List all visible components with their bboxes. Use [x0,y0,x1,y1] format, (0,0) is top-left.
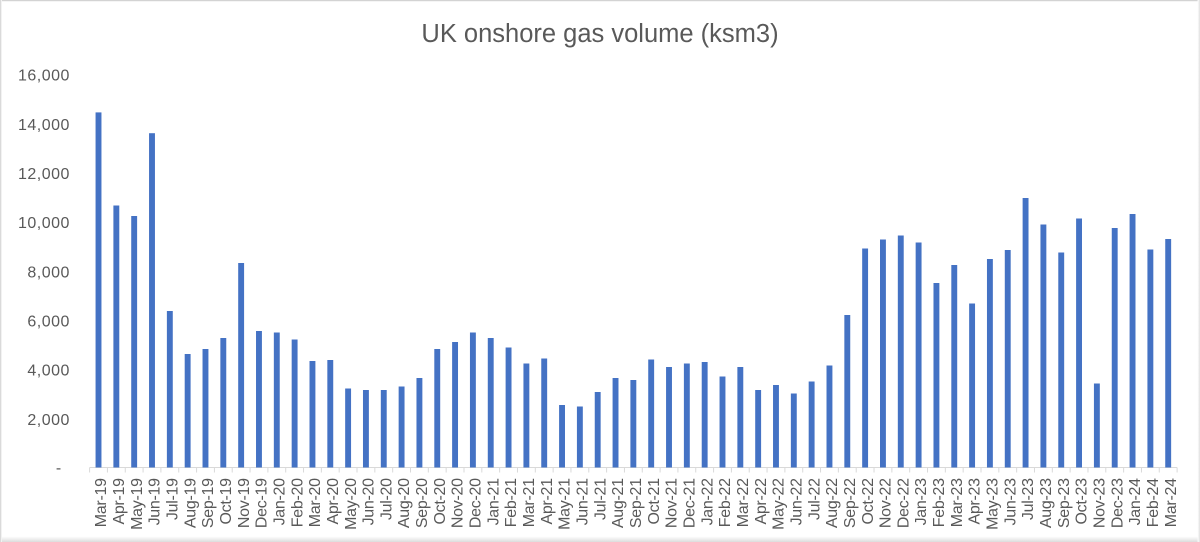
svg-text:Jan-22: Jan-22 [699,478,716,526]
svg-text:Sep-22: Sep-22 [842,478,859,528]
svg-text:Feb-23: Feb-23 [931,478,948,527]
svg-text:Feb-20: Feb-20 [289,478,306,527]
svg-text:Feb-22: Feb-22 [717,478,734,527]
svg-text:May-19: May-19 [129,478,146,530]
svg-text:Jun-21: Jun-21 [575,478,592,526]
svg-text:Oct-20: Oct-20 [432,478,449,525]
svg-text:Apr-20: Apr-20 [325,478,342,525]
svg-text:Apr-23: Apr-23 [967,478,984,525]
svg-text:Jul-21: Jul-21 [592,478,609,520]
svg-text:May-21: May-21 [557,478,574,530]
svg-text:Jan-20: Jan-20 [271,478,288,526]
svg-text:Feb-24: Feb-24 [1145,478,1162,527]
svg-text:Jul-20: Jul-20 [378,478,395,520]
svg-text:-: - [56,460,62,477]
svg-text:Apr-22: Apr-22 [753,478,770,525]
svg-text:Aug-23: Aug-23 [1038,478,1055,528]
svg-text:Nov-23: Nov-23 [1092,478,1109,528]
svg-text:Oct-23: Oct-23 [1074,478,1091,525]
svg-text:Apr-19: Apr-19 [111,478,128,525]
svg-text:Sep-20: Sep-20 [414,478,431,528]
svg-text:Oct-19: Oct-19 [218,478,235,525]
svg-text:Nov-19: Nov-19 [236,478,253,528]
svg-text:Jan-23: Jan-23 [913,478,930,526]
svg-text:Oct-22: Oct-22 [860,478,877,525]
svg-text:Aug-22: Aug-22 [824,478,841,528]
svg-text:Dec-19: Dec-19 [254,478,271,528]
svg-text:Oct-21: Oct-21 [646,478,663,525]
svg-text:Aug-21: Aug-21 [610,478,627,528]
svg-text:Mar-23: Mar-23 [949,478,966,527]
svg-text:Dec-22: Dec-22 [895,478,912,528]
svg-text:Sep-21: Sep-21 [628,478,645,528]
svg-text:4,000: 4,000 [27,363,70,380]
svg-text:Apr-21: Apr-21 [539,478,556,525]
svg-text:Mar-19: Mar-19 [93,478,110,527]
svg-text:8,000: 8,000 [27,264,70,281]
svg-text:Jun-19: Jun-19 [147,478,164,526]
svg-text:10,000: 10,000 [18,215,70,232]
svg-text:Nov-20: Nov-20 [450,478,467,528]
svg-text:Mar-21: Mar-21 [521,478,538,527]
svg-text:UK onshore gas volume (ksm3): UK onshore gas volume (ksm3) [421,20,778,48]
svg-text:Dec-23: Dec-23 [1109,478,1126,528]
svg-text:Jun-22: Jun-22 [788,478,805,526]
svg-text:Dec-21: Dec-21 [681,478,698,528]
svg-text:Mar-22: Mar-22 [735,478,752,527]
svg-text:2,000: 2,000 [27,412,70,429]
svg-text:Nov-22: Nov-22 [878,478,895,528]
svg-text:Sep-23: Sep-23 [1056,478,1073,528]
svg-text:6,000: 6,000 [27,314,70,331]
svg-text:May-20: May-20 [343,478,360,530]
svg-text:Aug-20: Aug-20 [396,478,413,528]
svg-text:May-23: May-23 [985,478,1002,530]
svg-text:Sep-19: Sep-19 [200,478,217,528]
svg-text:14,000: 14,000 [18,117,70,134]
svg-text:Aug-19: Aug-19 [182,478,199,528]
svg-text:Jan-24: Jan-24 [1127,478,1144,526]
svg-text:Jun-20: Jun-20 [361,478,378,526]
svg-text:Dec-20: Dec-20 [468,478,485,528]
svg-text:Jul-23: Jul-23 [1020,478,1037,520]
svg-text:Jan-21: Jan-21 [485,478,502,526]
svg-text:16,000: 16,000 [18,68,70,85]
svg-text:Feb-21: Feb-21 [503,478,520,527]
svg-text:Jul-19: Jul-19 [164,478,181,520]
svg-text:12,000: 12,000 [18,166,70,183]
svg-text:Nov-21: Nov-21 [664,478,681,528]
svg-text:Jun-23: Jun-23 [1002,478,1019,526]
svg-text:Jul-22: Jul-22 [806,478,823,520]
svg-text:May-22: May-22 [771,478,788,530]
svg-text:Mar-24: Mar-24 [1163,478,1180,527]
svg-text:Mar-20: Mar-20 [307,478,324,527]
